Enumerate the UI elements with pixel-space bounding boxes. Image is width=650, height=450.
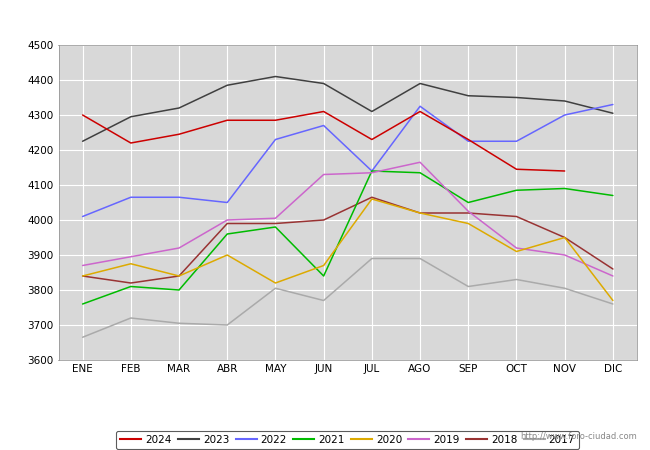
Legend: 2024, 2023, 2022, 2021, 2020, 2019, 2018, 2017: 2024, 2023, 2022, 2021, 2020, 2019, 2018… (116, 431, 579, 449)
Text: http://www.foro-ciudad.com: http://www.foro-ciudad.com (520, 432, 637, 441)
Text: Afiliados en Coria a 30/11/2024: Afiliados en Coria a 30/11/2024 (194, 11, 456, 29)
